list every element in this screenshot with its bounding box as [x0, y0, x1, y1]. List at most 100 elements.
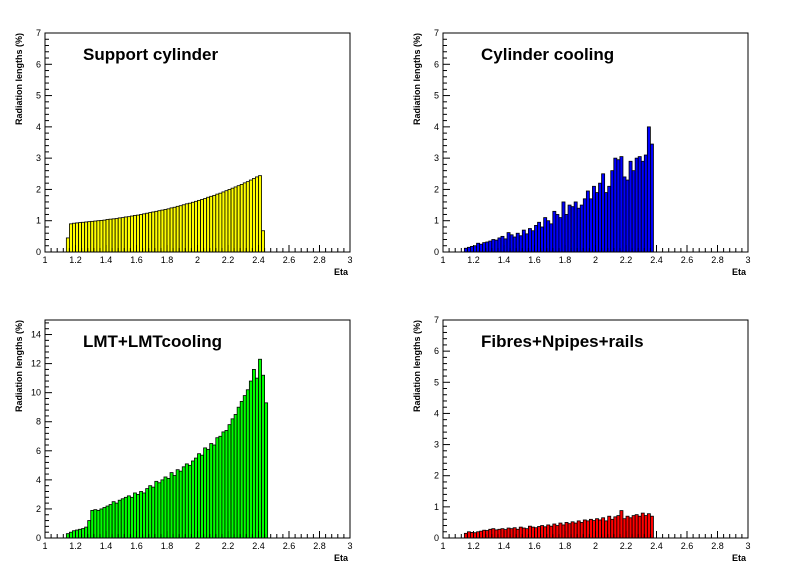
histogram-bar — [236, 185, 241, 253]
x-tick-label: 3 — [347, 255, 352, 265]
histogram-bar — [190, 460, 195, 539]
y-tick-label: 0 — [434, 247, 439, 257]
histogram-bar — [595, 192, 599, 253]
histogram-bar — [117, 499, 122, 539]
histogram-bar — [194, 200, 198, 253]
histogram-bar — [613, 157, 618, 253]
histogram-bar — [206, 448, 211, 539]
histogram-bar — [181, 466, 186, 539]
x-tick-label: 1.4 — [100, 541, 113, 551]
panel-title: Fibres+Npipes+rails — [481, 332, 644, 351]
histogram-bar — [616, 159, 621, 253]
histogram-bar — [212, 194, 217, 253]
y-tick-label: 4 — [434, 122, 439, 132]
x-tick-label: 2.8 — [313, 541, 326, 551]
histogram-bar — [233, 414, 238, 539]
x-tick-label: 3 — [745, 255, 750, 265]
histogram-bar — [236, 406, 241, 539]
histogram-bar — [120, 498, 125, 539]
y-axis-label: Radiation lengths (%) — [412, 320, 422, 412]
histogram-bar — [589, 198, 593, 253]
y-tick-label: 2 — [36, 504, 41, 514]
panel-title: Cylinder cooling — [481, 45, 614, 64]
histogram-bar — [123, 496, 128, 539]
x-tick-label: 2.2 — [620, 541, 633, 551]
histogram-bar — [625, 179, 630, 253]
histogram-bar — [601, 173, 606, 253]
histogram-bar — [248, 179, 253, 253]
histogram-bar — [117, 217, 122, 253]
x-tick-label: 1.2 — [467, 255, 480, 265]
y-tick-label: 7 — [434, 28, 439, 38]
histogram-bar — [190, 201, 195, 253]
x-axis-label: Eta — [334, 267, 349, 277]
panel-title: Support cylinder — [83, 45, 218, 64]
histogram-bar — [650, 143, 654, 253]
x-tick-label: 2.6 — [283, 255, 296, 265]
y-tick-label: 4 — [36, 475, 41, 485]
x-tick-label: 1.8 — [161, 255, 174, 265]
histogram-bar — [87, 221, 92, 253]
histogram-bar — [239, 400, 244, 539]
histogram-bar — [175, 469, 180, 539]
histogram-bar — [126, 216, 131, 253]
x-tick-label: 2.4 — [252, 255, 265, 265]
histogram-bar — [93, 220, 98, 253]
histogram-bar — [555, 214, 560, 253]
histogram-bar — [111, 218, 116, 253]
histogram-bar — [248, 380, 253, 539]
histogram-bar — [643, 154, 648, 253]
histogram-bar — [139, 491, 144, 539]
histogram-bar — [148, 212, 153, 253]
histogram-bar — [126, 495, 131, 539]
histogram-bar — [212, 444, 217, 539]
histogram-bar — [549, 223, 554, 253]
y-axis-label: Radiation lengths (%) — [412, 33, 422, 125]
x-tick-label: 2.6 — [681, 255, 694, 265]
histogram-bar — [151, 486, 156, 539]
histogram-bar — [99, 219, 104, 253]
histogram-bar — [610, 170, 615, 253]
y-tick-label: 6 — [434, 59, 439, 69]
histogram-bar — [157, 210, 162, 253]
histogram-bar — [163, 476, 168, 539]
histogram-bar — [634, 157, 639, 253]
histogram-bar — [239, 184, 244, 253]
histogram-bar — [203, 198, 208, 253]
x-tick-label: 2 — [195, 541, 200, 551]
plot-frame — [442, 319, 749, 539]
histogram-bar — [209, 195, 214, 253]
histogram-bar — [622, 176, 627, 253]
histogram-bar — [646, 126, 651, 253]
histogram-bar — [579, 204, 584, 253]
histogram-bar — [184, 463, 189, 539]
histogram-bar — [108, 218, 113, 253]
histogram-bar — [160, 209, 165, 253]
histogram-bar — [258, 358, 262, 539]
histogram-bar — [181, 204, 186, 253]
x-tick-label: 1.8 — [559, 541, 572, 551]
x-tick-label: 1.8 — [559, 255, 572, 265]
histogram-bar — [142, 492, 147, 539]
x-tick-label: 2 — [593, 541, 598, 551]
y-tick-label: 6 — [434, 346, 439, 356]
x-tick-label: 1.4 — [100, 255, 113, 265]
histogram-bar — [108, 504, 113, 539]
histogram-bar — [242, 182, 247, 253]
histogram-bar — [96, 220, 101, 253]
chart-panel-3: 1 1.2 1.4 1.6 1.8 2 2.2 2.4 2.6 2.8 3 0 2 4 6 8 10 12 14 Et… — [14, 319, 353, 563]
y-tick-label: 1 — [434, 502, 439, 512]
histogram-bar — [197, 199, 201, 253]
histogram-bar — [598, 182, 602, 253]
y-tick-label: 4 — [434, 408, 439, 418]
histogram-bar — [197, 453, 201, 539]
histogram-bar — [258, 175, 262, 253]
x-tick-label: 2.2 — [620, 255, 633, 265]
y-tick-label: 1 — [36, 216, 41, 226]
histogram-bar — [221, 431, 226, 539]
histogram-bar — [558, 217, 563, 253]
histogram-bar — [242, 395, 247, 539]
histogram-bar — [178, 205, 183, 253]
x-tick-label: 2.6 — [283, 541, 296, 551]
